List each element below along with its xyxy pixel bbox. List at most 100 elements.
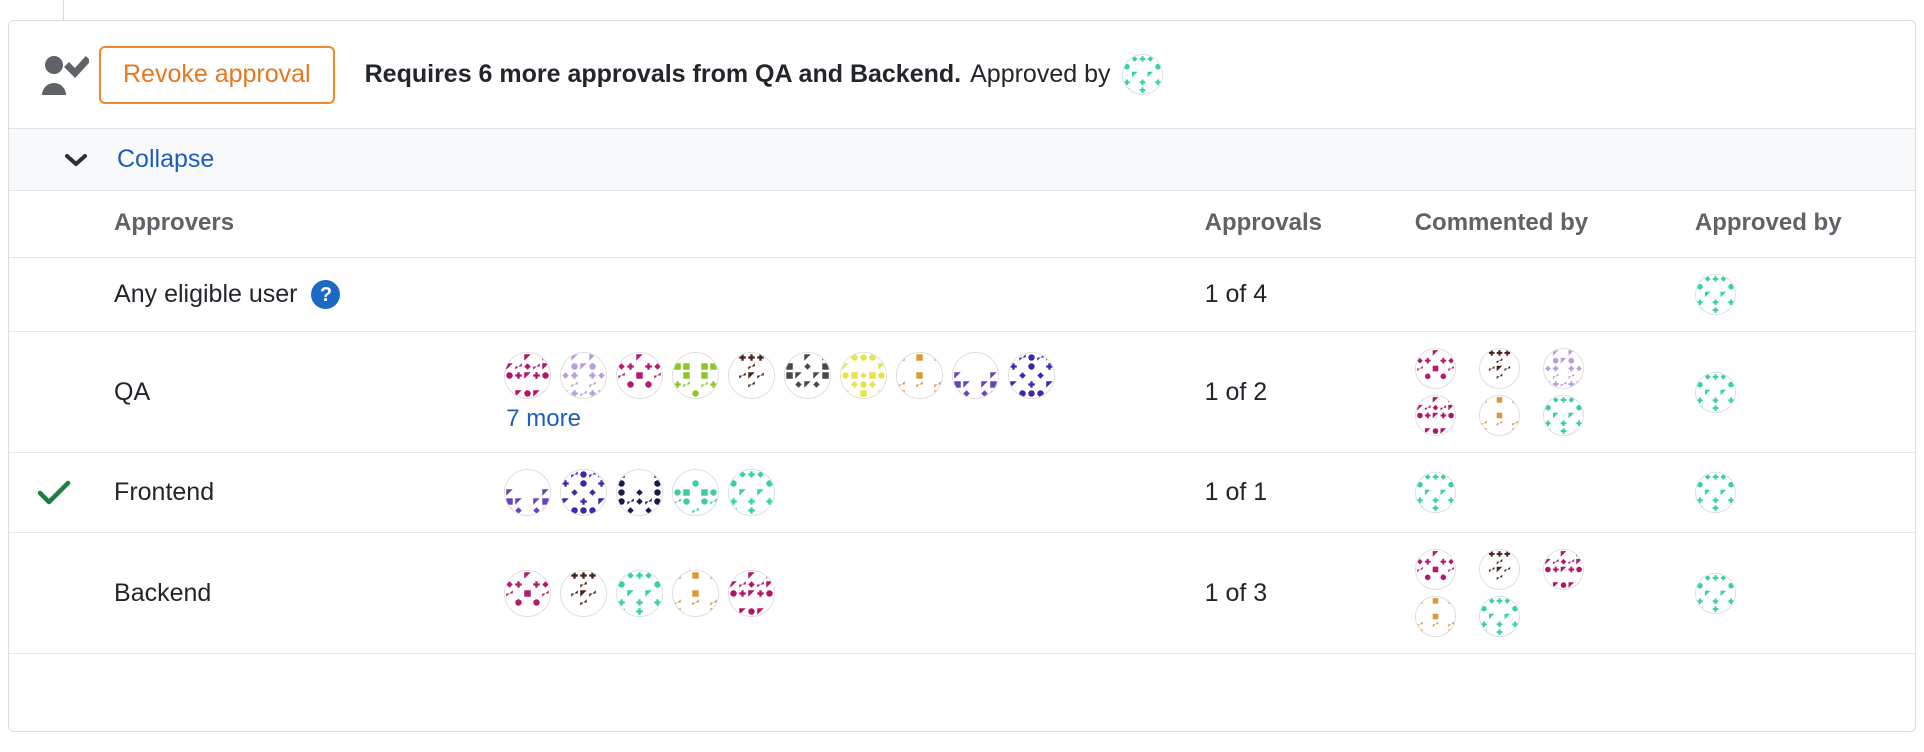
- avatar[interactable]: [1414, 395, 1456, 436]
- approvals-count-text: 1 of 1: [1204, 478, 1268, 506]
- approver-rule-name: Any eligible user: [114, 280, 298, 308]
- avatar[interactable]: [1542, 395, 1584, 436]
- avatar[interactable]: [1478, 549, 1520, 590]
- avatar[interactable]: [1694, 274, 1736, 315]
- identicon-icon: [673, 352, 719, 398]
- identicon-icon: [617, 352, 663, 398]
- avatar[interactable]: [616, 569, 664, 617]
- avatar[interactable]: [840, 351, 888, 399]
- identicon-icon: [785, 352, 831, 398]
- avatar[interactable]: [1414, 472, 1456, 513]
- approvers-table-head: Approvers Approvals Commented by Approve…: [9, 191, 1915, 258]
- identicon-icon: [617, 470, 663, 515]
- cell-approvals-count: 1 of 3: [1204, 532, 1415, 654]
- approvals-count-text: 1 of 4: [1204, 280, 1268, 308]
- revoke-approval-button[interactable]: Revoke approval: [99, 45, 335, 104]
- identicon-icon: [1415, 597, 1455, 636]
- avatar[interactable]: [1694, 572, 1736, 614]
- table-header-row: Approvers Approvals Commented by Approve…: [9, 191, 1915, 258]
- chevron-down-icon: [65, 153, 87, 166]
- cell-approved-by: [1694, 532, 1915, 654]
- cell-approver-avatars: 7 more: [504, 331, 1205, 453]
- avatar[interactable]: [616, 351, 664, 399]
- avatar[interactable]: [1414, 596, 1456, 637]
- commented-by-avatar-grid: [1414, 348, 1695, 436]
- avatar[interactable]: [952, 351, 1000, 399]
- approval-requirement-text: Requires 6 more approvals from QA and Ba…: [364, 60, 962, 88]
- identicon-icon: [1543, 349, 1583, 388]
- identicon-icon: [1695, 473, 1735, 512]
- avatar[interactable]: [728, 469, 776, 516]
- show-more-approvers-link[interactable]: 7 more: [506, 404, 581, 432]
- cell-approval-state: [9, 452, 115, 533]
- avatar[interactable]: [616, 469, 664, 516]
- collapse-row[interactable]: Collapse: [9, 129, 1915, 191]
- help-icon[interactable]: ?: [311, 280, 341, 309]
- approvals-count-text: 1 of 3: [1204, 578, 1268, 607]
- avatar[interactable]: [728, 351, 776, 399]
- cell-commented-by: [1414, 331, 1695, 453]
- avatar[interactable]: [1122, 54, 1164, 95]
- identicon-icon: [505, 470, 551, 515]
- avatar[interactable]: [504, 351, 552, 399]
- avatar[interactable]: [1542, 348, 1584, 389]
- approval-header: Revoke approval Requires 6 more approval…: [9, 21, 1915, 129]
- identicon-icon: [1415, 396, 1455, 435]
- cell-approver-name: Any eligible user?: [114, 257, 505, 332]
- approver-avatar-strip: [504, 469, 1204, 516]
- collapse-toggle-link[interactable]: Collapse: [117, 145, 215, 173]
- table-row: Frontend 1 of 1: [9, 452, 1915, 533]
- cell-approver-avatars: [504, 532, 1205, 654]
- avatar[interactable]: [1478, 395, 1520, 436]
- identicon-icon: [1479, 597, 1519, 636]
- avatar[interactable]: [560, 469, 608, 516]
- avatar[interactable]: [1414, 549, 1456, 590]
- cell-approved-by: [1694, 331, 1915, 453]
- avatar[interactable]: [672, 469, 720, 516]
- avatar[interactable]: [1414, 348, 1456, 389]
- approval-status-message: Requires 6 more approvals from QA and Ba…: [365, 54, 1164, 95]
- identicon-icon: [1479, 396, 1519, 435]
- avatar[interactable]: [1478, 596, 1520, 637]
- cell-approver-name: Backend: [114, 532, 505, 654]
- cell-approvals-count: 1 of 1: [1204, 452, 1415, 533]
- avatar[interactable]: [1478, 348, 1520, 389]
- identicon-icon: [1695, 275, 1735, 314]
- avatar[interactable]: [1008, 351, 1056, 399]
- avatar[interactable]: [560, 351, 608, 399]
- identicon-icon: [1479, 349, 1519, 388]
- identicon-icon: [505, 570, 551, 616]
- avatar[interactable]: [896, 351, 944, 399]
- commented-by-avatar-grid: [1414, 472, 1695, 513]
- cell-commented-by: [1414, 532, 1695, 654]
- approved-by-avatar-strip: [1694, 572, 1915, 614]
- cell-approval-state: [9, 532, 115, 654]
- commented-by-avatar-grid: [1414, 549, 1695, 637]
- approvers-table-body: Any eligible user? 1 of 4 QA 7 more 1 of 2 Fr…: [9, 257, 1915, 654]
- approved-by-label: Approved by: [970, 60, 1111, 88]
- avatar[interactable]: [1694, 371, 1736, 413]
- avatar[interactable]: [672, 569, 720, 617]
- avatar[interactable]: [504, 469, 552, 516]
- avatar[interactable]: [504, 569, 552, 617]
- th-approvals: Approvals: [1204, 191, 1415, 258]
- identicon-icon: [561, 570, 607, 616]
- identicon-icon: [1695, 573, 1735, 613]
- identicon-icon: [1695, 372, 1735, 412]
- page-gutter-rule: [63, 0, 64, 26]
- header-approver-avatar-slot[interactable]: [1122, 54, 1164, 95]
- approved-check-icon: [37, 480, 71, 504]
- cell-approved-by: [1694, 452, 1915, 533]
- avatar[interactable]: [1694, 472, 1736, 513]
- avatar[interactable]: [560, 569, 608, 617]
- avatar[interactable]: [728, 569, 776, 617]
- avatar[interactable]: [784, 351, 832, 399]
- identicon-icon: [1543, 550, 1583, 589]
- th-approver-avatars: [504, 191, 1205, 258]
- cell-approval-state: [9, 331, 115, 453]
- identicon-icon: [673, 470, 719, 515]
- avatar[interactable]: [1542, 549, 1584, 590]
- user-check-icon: [42, 55, 89, 95]
- avatar[interactable]: [672, 351, 720, 399]
